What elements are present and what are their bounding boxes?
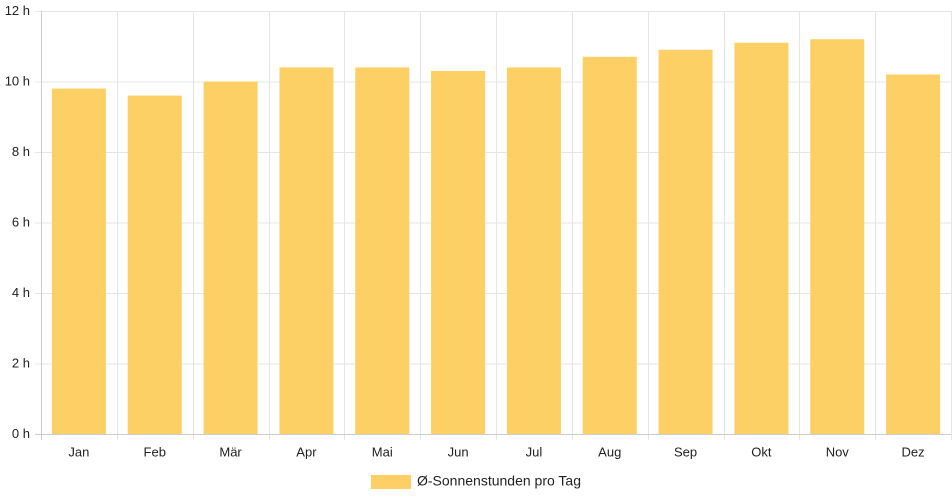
y-tick-label: 2 h bbox=[12, 355, 30, 370]
y-tick-label: 10 h bbox=[5, 73, 30, 88]
y-tick-label: 0 h bbox=[12, 426, 30, 441]
bar-jan bbox=[51, 88, 106, 435]
y-tick-label: 4 h bbox=[12, 285, 30, 300]
x-tick-label: Jan bbox=[68, 444, 89, 459]
grid-lines bbox=[35, 11, 952, 440]
bar-feb bbox=[127, 95, 182, 434]
y-tick-label: 6 h bbox=[12, 214, 30, 229]
bar-nov bbox=[810, 39, 865, 434]
legend[interactable]: Ø-Sonnenstunden pro Tag bbox=[371, 473, 581, 489]
x-tick-label: Nov bbox=[826, 444, 850, 459]
x-tick-label: Apr bbox=[296, 444, 317, 459]
y-axis-tick-labels: 0 h 2 h 4 h 6 h 8 h 10 h 12 h bbox=[5, 3, 30, 441]
bar-mär bbox=[203, 81, 258, 434]
legend-label: Ø-Sonnenstunden pro Tag bbox=[417, 473, 581, 489]
bar-jul bbox=[506, 67, 561, 435]
bar-sep bbox=[658, 49, 713, 435]
x-tick-label: Sep bbox=[674, 444, 697, 459]
bar-mai bbox=[355, 67, 410, 435]
y-tick-label: 12 h bbox=[5, 3, 30, 18]
bars bbox=[51, 39, 941, 435]
bar-aug bbox=[582, 56, 637, 434]
y-tick-label: 8 h bbox=[12, 144, 30, 159]
x-tick-label: Feb bbox=[144, 444, 166, 459]
x-axis-tick-labels: Jan Feb Mär Apr Mai Jun Jul Aug Sep Okt Nov Dez bbox=[68, 444, 924, 459]
x-tick-label: Aug bbox=[598, 444, 621, 459]
axes bbox=[35, 11, 951, 440]
bar-okt bbox=[734, 42, 789, 434]
x-tick-label: Dez bbox=[902, 444, 925, 459]
x-tick-label: Mai bbox=[372, 444, 393, 459]
x-tick-label: Okt bbox=[751, 444, 772, 459]
x-tick-label: Jun bbox=[448, 444, 469, 459]
bar-apr bbox=[279, 67, 334, 435]
bar-jun bbox=[431, 70, 486, 435]
x-tick-label: Jul bbox=[526, 444, 543, 459]
x-tick-label: Mär bbox=[219, 444, 242, 459]
bar-dez bbox=[886, 74, 941, 434]
legend-swatch bbox=[371, 475, 411, 489]
